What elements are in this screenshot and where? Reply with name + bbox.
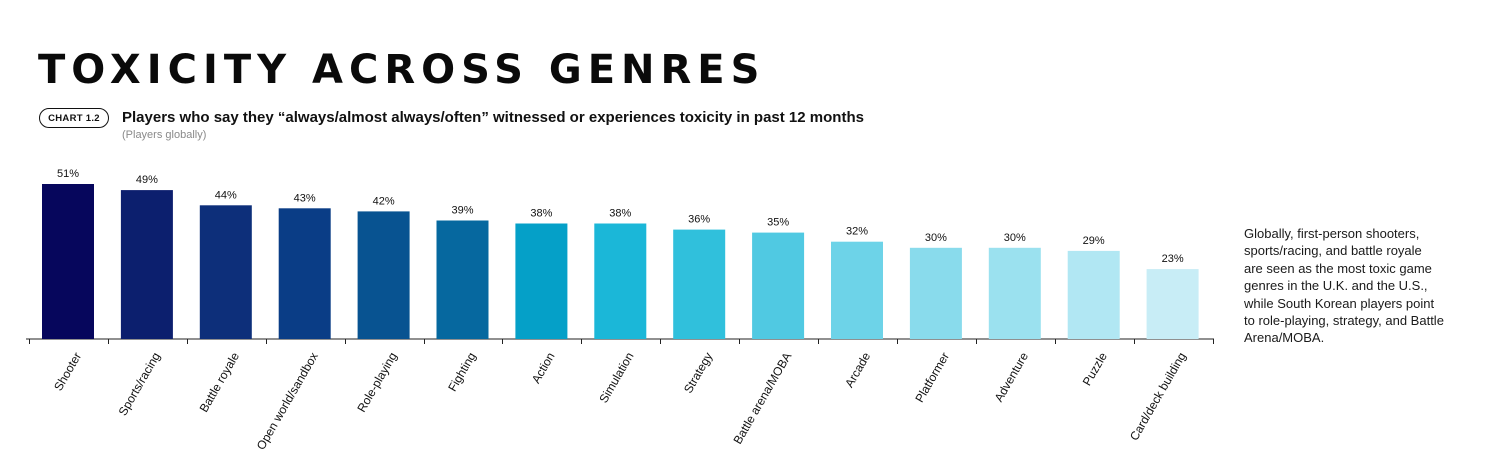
chart-number-badge: CHART 1.2 [39, 108, 109, 128]
bar [1146, 269, 1199, 339]
x-tick-label: Adventure [992, 350, 1032, 405]
x-tick-label: Strategy [681, 350, 715, 396]
x-tick-label: Role-playing [354, 350, 399, 415]
bar [594, 223, 647, 339]
bar [357, 211, 410, 339]
page-title: TOXICITY ACROSS GENRES [38, 47, 766, 93]
chart-note: (Players globally) [122, 129, 207, 141]
data-label: 39% [451, 205, 473, 217]
data-label: 42% [373, 195, 395, 207]
bar [42, 184, 94, 339]
bar [673, 229, 726, 339]
x-tick-label: Open world/sandbox [254, 350, 321, 452]
data-label: 43% [294, 192, 316, 204]
bar [752, 232, 805, 339]
data-label: 32% [846, 226, 868, 238]
x-tick-label: Action [529, 350, 558, 386]
data-label: 35% [767, 217, 789, 229]
x-tick-label: Battle royale [197, 350, 243, 415]
x-tick-label: Puzzle [1080, 350, 1110, 388]
bar [199, 205, 252, 339]
bar [515, 223, 568, 339]
x-tick-label: Sports/racing [116, 350, 163, 418]
x-tick-label: Platformer [912, 350, 952, 405]
bar [278, 208, 331, 339]
data-label: 30% [1004, 232, 1026, 244]
data-label: 44% [215, 189, 237, 201]
data-label: 23% [1162, 253, 1184, 265]
bar [120, 190, 173, 339]
data-label: 36% [688, 214, 710, 226]
data-label: 38% [609, 208, 631, 220]
bar [909, 247, 962, 339]
bar [1067, 250, 1120, 339]
bar [436, 220, 489, 339]
x-tick-label: Shooter [51, 350, 84, 393]
chart-subtitle: Players who say they “always/almost alwa… [122, 109, 864, 126]
x-tick-label: Simulation [596, 350, 636, 406]
bar [988, 247, 1041, 339]
data-label: 49% [136, 174, 158, 186]
x-tick-label: Arcade [842, 350, 873, 390]
x-tick-label: Card/deck building [1127, 350, 1189, 443]
data-label: 29% [1083, 235, 1105, 247]
data-label: 51% [57, 168, 79, 180]
bar [831, 241, 883, 339]
data-label: 38% [530, 208, 552, 220]
side-note: Globally, first-person shooters, sports/… [1244, 226, 1444, 346]
data-label: 30% [925, 232, 947, 244]
x-tick-label: Battle arena/MOBA [730, 350, 794, 447]
x-tick-label: Fighting [445, 350, 478, 394]
